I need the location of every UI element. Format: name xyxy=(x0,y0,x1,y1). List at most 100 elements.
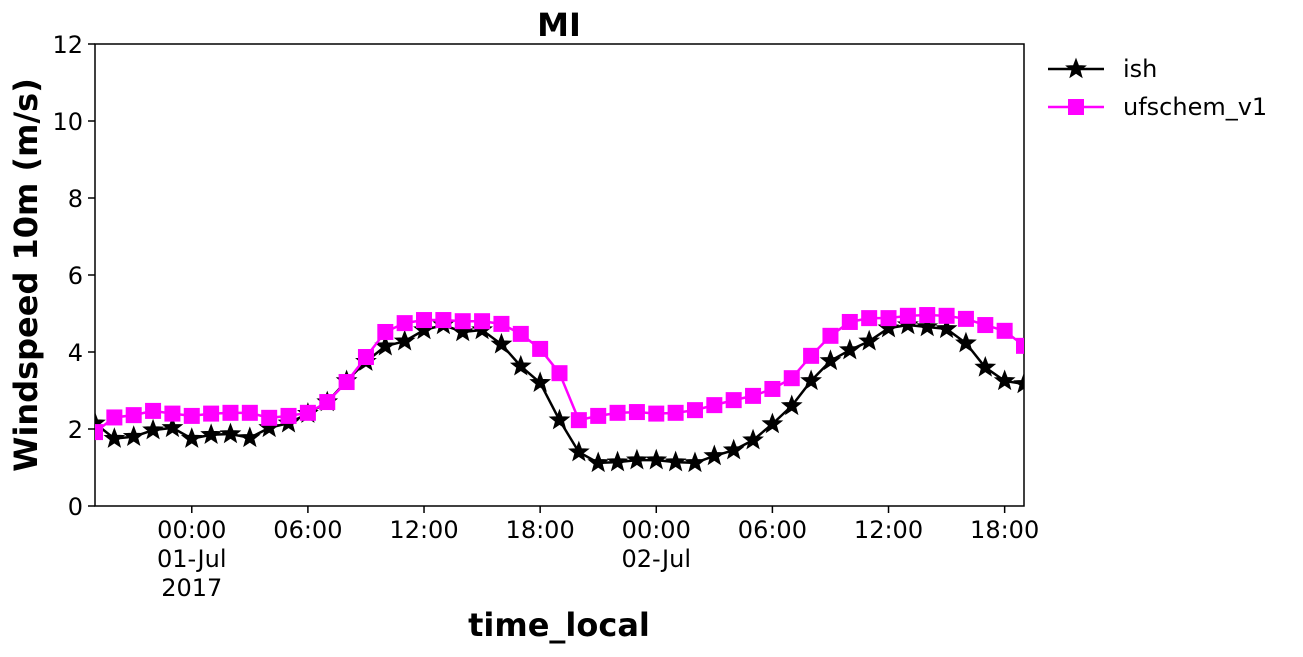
point-marker xyxy=(222,404,239,421)
point-marker xyxy=(858,329,881,351)
point-marker xyxy=(628,404,645,421)
point-marker xyxy=(764,380,781,397)
point-marker xyxy=(570,412,587,429)
x-tick-label: 00:00 02-Jul xyxy=(622,516,692,573)
point-marker xyxy=(338,374,355,391)
point-marker xyxy=(1068,99,1084,115)
point-marker xyxy=(529,371,552,393)
point-marker xyxy=(974,355,997,377)
point-marker xyxy=(106,409,123,426)
point-marker xyxy=(761,412,784,434)
point-marker xyxy=(261,409,278,426)
point-marker xyxy=(706,397,723,414)
point-marker xyxy=(938,307,955,324)
point-marker xyxy=(238,426,261,448)
point-marker xyxy=(393,329,416,351)
legend-label: ish xyxy=(1123,55,1157,83)
point-marker xyxy=(567,440,590,462)
point-marker xyxy=(861,310,878,327)
point-marker xyxy=(142,418,164,440)
point-marker xyxy=(416,312,433,329)
point-marker xyxy=(587,451,610,473)
y-tick-label: 2 xyxy=(68,416,83,444)
point-marker xyxy=(725,392,742,409)
x-tick-label: 18:00 xyxy=(970,516,1039,544)
y-tick-label: 10 xyxy=(52,108,83,136)
point-marker xyxy=(125,407,142,424)
point-marker xyxy=(803,347,820,364)
point-marker xyxy=(742,428,764,450)
point-marker xyxy=(1013,372,1024,394)
y-tick-label: 4 xyxy=(68,339,83,367)
point-marker xyxy=(955,331,977,353)
point-marker xyxy=(241,404,258,421)
legend-label: ufschem_v1 xyxy=(1123,93,1267,121)
point-marker xyxy=(745,387,762,404)
point-marker xyxy=(783,370,800,387)
point-marker xyxy=(551,365,568,382)
point-marker xyxy=(219,422,242,444)
point-marker xyxy=(103,427,126,448)
point-marker xyxy=(722,438,745,460)
point-marker xyxy=(377,323,394,340)
point-marker xyxy=(899,307,916,324)
x-tick-label: 12:00 xyxy=(389,516,458,544)
point-marker xyxy=(838,338,861,360)
point-marker xyxy=(183,407,200,424)
point-marker xyxy=(1065,57,1087,79)
x-tick-label: 18:00 xyxy=(506,516,575,544)
y-tick-label: 6 xyxy=(68,262,83,290)
point-marker xyxy=(299,404,316,421)
point-marker xyxy=(203,405,220,422)
x-axis-label: time_local xyxy=(468,606,650,644)
point-marker xyxy=(841,313,858,330)
point-marker xyxy=(645,448,668,470)
point-marker xyxy=(935,317,958,339)
point-marker xyxy=(993,369,1016,391)
point-marker xyxy=(667,404,684,421)
point-marker xyxy=(532,340,549,357)
point-marker xyxy=(509,354,532,376)
point-marker xyxy=(319,394,336,411)
point-marker xyxy=(1016,337,1024,354)
point-marker xyxy=(512,325,529,342)
point-marker xyxy=(648,405,665,422)
series-line xyxy=(95,323,1024,465)
plot-area xyxy=(95,307,1024,473)
point-marker xyxy=(454,313,471,330)
point-marker xyxy=(916,315,939,337)
y-tick-label: 0 xyxy=(68,493,83,521)
chart-title: MI xyxy=(537,6,581,44)
point-marker xyxy=(548,408,571,430)
point-marker xyxy=(819,349,842,371)
y-tick-label: 8 xyxy=(68,185,83,213)
point-marker xyxy=(490,332,513,354)
point-marker xyxy=(684,451,706,473)
point-marker xyxy=(590,407,607,424)
point-marker xyxy=(164,405,181,422)
x-tick-label: 06:00 xyxy=(273,516,342,544)
point-marker xyxy=(161,416,184,438)
point-marker xyxy=(880,310,897,327)
point-marker xyxy=(145,402,162,419)
point-marker xyxy=(606,450,629,472)
x-tick-label: 00:00 01-Jul 2017 xyxy=(157,516,227,602)
point-marker xyxy=(95,424,103,441)
point-marker xyxy=(780,394,803,416)
point-marker xyxy=(957,310,974,327)
point-marker xyxy=(435,312,452,329)
point-marker xyxy=(703,444,726,466)
y-tick-label: 12 xyxy=(52,31,83,59)
point-marker xyxy=(396,315,413,332)
x-tick-label: 12:00 xyxy=(854,516,923,544)
point-marker xyxy=(200,423,222,445)
x-tick-label: 06:00 xyxy=(738,516,807,544)
point-marker xyxy=(180,427,203,448)
point-marker xyxy=(609,404,626,421)
point-marker xyxy=(919,307,936,324)
y-axis-label: Windspeed 10m (m/s) xyxy=(7,78,45,472)
plot-frame xyxy=(94,43,1025,507)
point-marker xyxy=(800,369,822,391)
point-marker xyxy=(996,322,1013,339)
